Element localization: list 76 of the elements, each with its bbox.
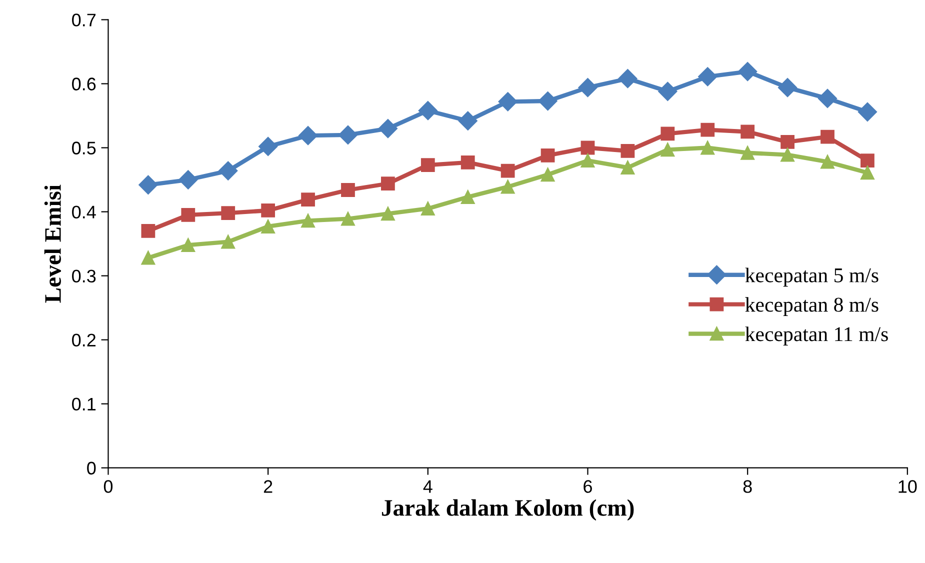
point	[498, 92, 518, 112]
point	[341, 212, 355, 226]
point	[178, 170, 198, 190]
point	[860, 166, 874, 180]
y-tick-label: 0.7	[72, 14, 96, 26]
point	[378, 119, 398, 138]
point	[580, 140, 595, 155]
point	[181, 208, 196, 222]
point	[460, 156, 475, 170]
point	[381, 176, 395, 191]
point	[820, 130, 834, 144]
point	[578, 78, 598, 98]
point	[538, 91, 558, 111]
point	[138, 175, 158, 194]
point	[700, 140, 715, 155]
point	[341, 183, 355, 197]
point	[738, 62, 758, 82]
point	[858, 102, 877, 122]
point	[818, 88, 838, 108]
point	[420, 202, 435, 216]
point	[540, 168, 555, 182]
point	[860, 154, 874, 168]
x-tick-label: 0	[104, 480, 113, 493]
legend-label: kecepatan 11 m/s	[745, 326, 888, 346]
legend-label: kecepatan 5 m/s	[745, 268, 878, 287]
point	[580, 154, 595, 168]
y-axis-title: Level Emisi	[44, 184, 61, 303]
point	[700, 122, 715, 137]
x-tick-label: 2	[264, 480, 272, 493]
y-tick-label: 0	[87, 462, 96, 475]
x-tick-label: 8	[743, 480, 752, 493]
y-tick-label: 0.6	[72, 78, 96, 90]
point	[298, 126, 318, 146]
y-tick-label: 0.5	[72, 142, 96, 154]
point	[500, 180, 515, 194]
point	[460, 190, 475, 204]
point	[698, 67, 718, 86]
point	[221, 234, 236, 249]
point	[780, 135, 794, 149]
point	[620, 144, 635, 158]
y-tick-label: 0.2	[72, 334, 96, 347]
point	[301, 214, 315, 228]
point	[458, 111, 478, 130]
point	[820, 154, 834, 169]
point	[258, 136, 278, 156]
x-axis-title: Jarak dalam Kolom (cm)	[382, 499, 634, 521]
point	[261, 220, 276, 234]
point	[301, 192, 315, 207]
point	[780, 148, 794, 162]
point	[658, 82, 678, 101]
y-tick-label: 0.4	[72, 206, 96, 218]
point	[221, 206, 236, 220]
point	[218, 161, 238, 180]
point	[420, 158, 435, 172]
point	[181, 238, 196, 252]
point	[618, 69, 638, 88]
y-tick-label: 0.3	[72, 270, 96, 283]
point	[141, 250, 156, 265]
point	[381, 206, 395, 221]
point	[778, 78, 798, 98]
y-tick-label: 0.1	[72, 398, 96, 411]
x-tick-label: 10	[898, 480, 917, 493]
legend-label: kecepatan 8 m/s	[745, 297, 878, 316]
point	[338, 125, 358, 144]
point	[620, 160, 635, 175]
point	[740, 146, 755, 160]
point	[418, 101, 438, 120]
point	[141, 224, 156, 238]
point	[500, 164, 515, 178]
point	[261, 204, 276, 218]
point	[540, 148, 555, 162]
x-tick-label: 4	[423, 480, 432, 493]
point	[660, 142, 675, 157]
x-tick-label: 6	[584, 480, 592, 493]
point	[740, 124, 755, 139]
point	[660, 126, 675, 141]
